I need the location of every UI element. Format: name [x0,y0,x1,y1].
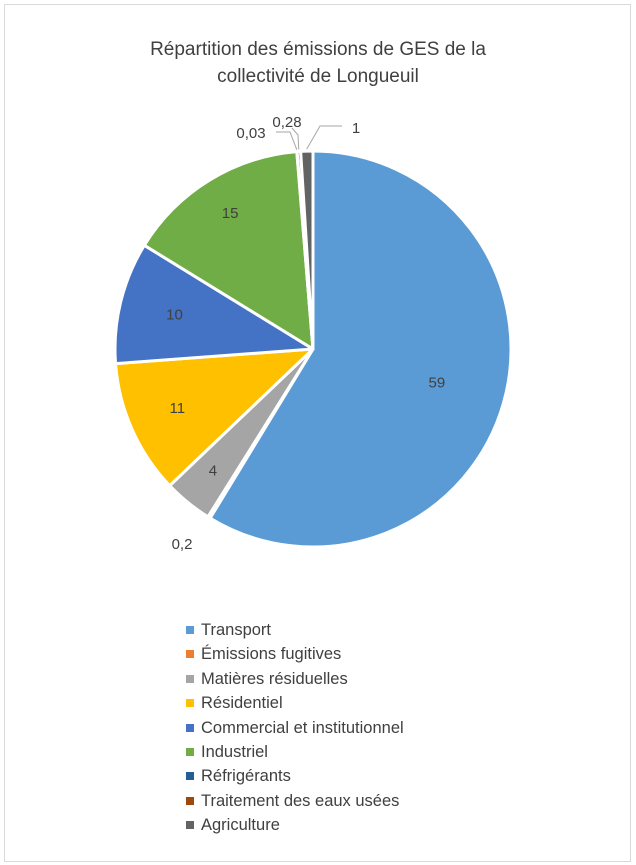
legend-item: Agriculture [186,813,404,837]
pie-slice-transport [208,149,513,549]
legend-swatch [186,674,194,683]
chart-legend: Transport Émissions fugitives Matières rés… [186,618,404,838]
legend-swatch [186,626,194,634]
legend-swatch [186,821,194,830]
data-label: 10 [166,306,183,323]
legend-swatch [186,650,194,659]
pie-chart: 59 0,2 4 11 10 15 0,03 0,28 1 [113,114,513,553]
legend-label: Résidentiel [201,694,283,713]
chart-title-line-1: Répartition des émissions de GES de la [150,39,486,60]
leader-line [306,125,342,150]
data-label: 4 [209,463,217,480]
data-label: 11 [170,400,186,417]
chart-title-line-2: collectivité de Longueuil [217,66,419,87]
legend-item: Traitement des eaux usées [186,789,404,813]
data-label: 59 [429,375,446,392]
legend-label: Traitement des eaux usées [201,791,400,810]
legend-item: Transport [186,618,404,642]
legend-item: Commercial et institutionnel [186,716,404,740]
legend-swatch [186,796,194,805]
pie-slice-industriel [142,150,315,351]
pie-slice-residentiel [114,347,315,488]
legend-item: Émissions fugitives [186,642,404,666]
pie-slice-commercial-et-institutionnel [113,243,315,366]
legend-swatch [186,723,194,732]
data-label: 0,03 [236,125,265,142]
legend-item: Résidentiel [186,691,404,715]
legend-item: Réfrigérants [186,764,404,788]
chart-title: Répartition des émissions de GES de la c… [0,36,636,90]
legend-label: Agriculture [201,816,280,835]
data-label: 1 [352,120,360,137]
data-label: 0,28 [272,114,301,131]
legend-label: Commercial et institutionnel [201,718,404,737]
leader-line [276,131,298,150]
legend-label: Industriel [201,742,268,761]
legend-swatch [186,772,194,781]
legend-item: Industriel [186,740,404,764]
legend-swatch [186,699,194,708]
legend-label: Transport [201,621,271,639]
data-label: 0,2 [172,536,193,553]
legend-label: Matières résiduelles [201,669,348,688]
legend-label: Émissions fugitives [201,645,342,664]
leader-line [291,127,300,150]
legend-label: Réfrigérants [201,767,291,786]
pie-slice-agriculture [299,149,315,351]
legend-item: Matières résiduelles [186,667,404,691]
legend-swatch [186,747,194,756]
data-label: 15 [222,205,239,222]
